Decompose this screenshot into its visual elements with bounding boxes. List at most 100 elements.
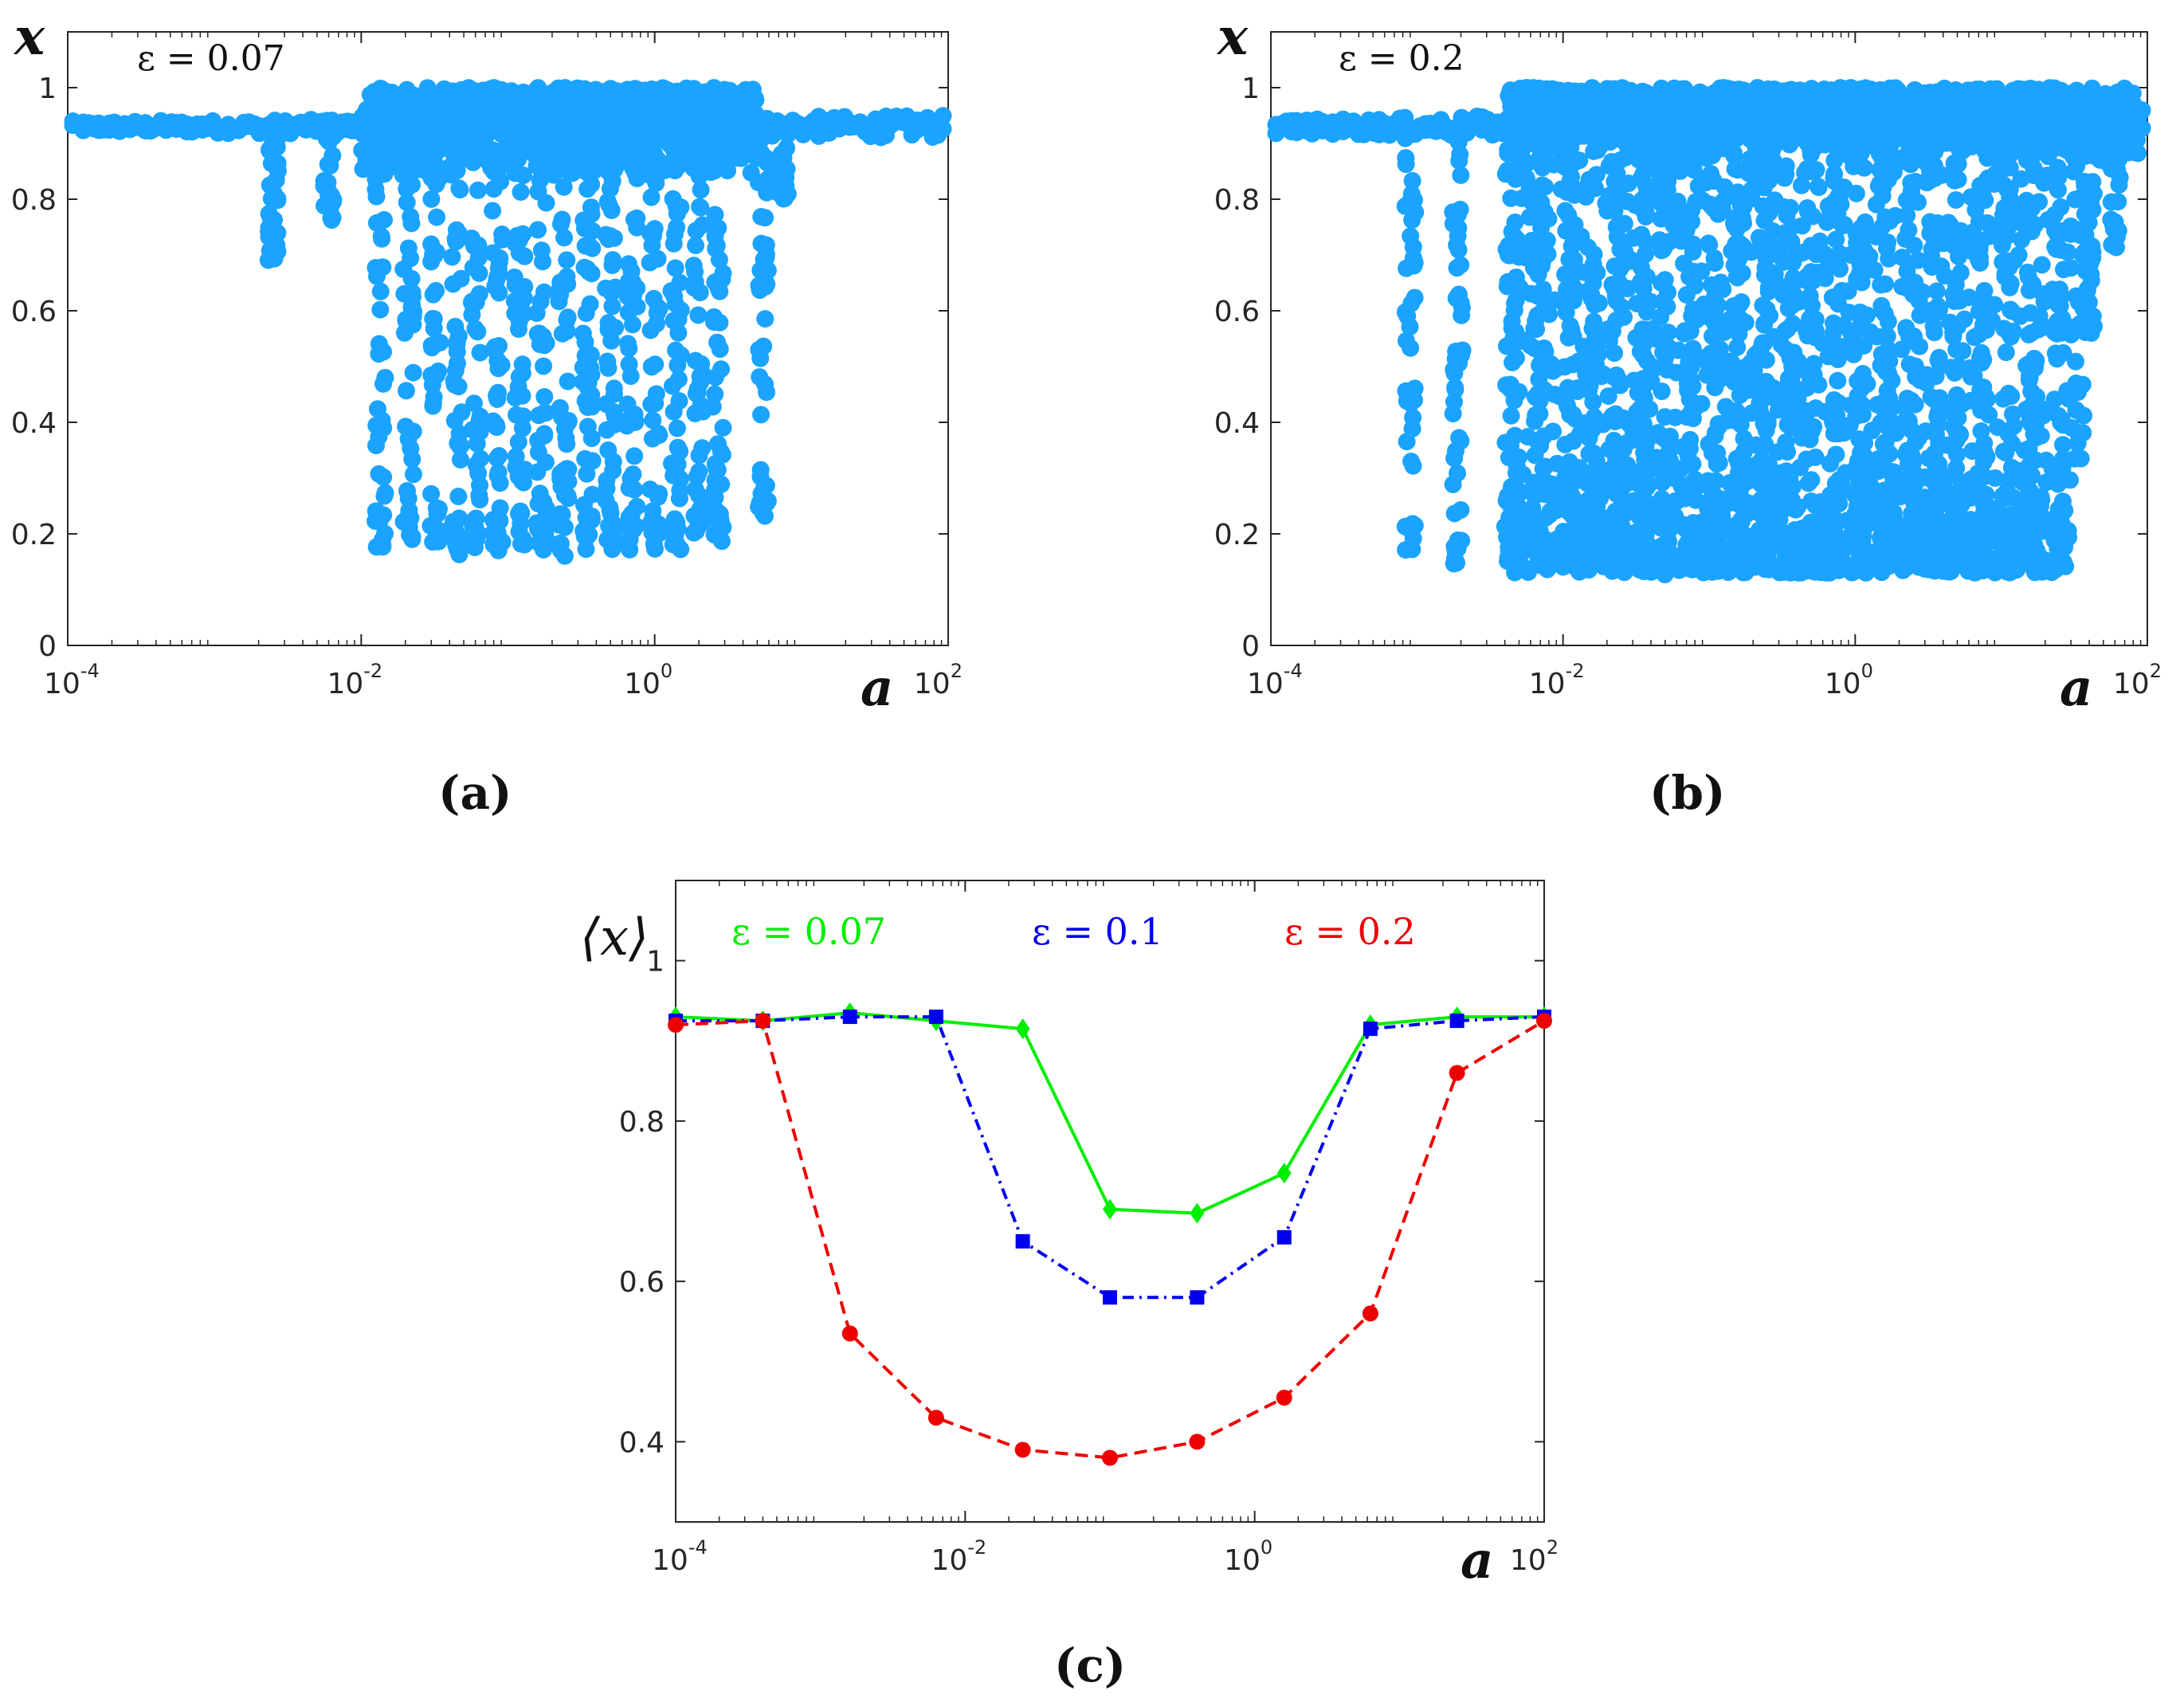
column-point — [645, 220, 664, 238]
column-point — [649, 111, 667, 129]
column-point — [778, 139, 796, 157]
xtick-exponent: 2 — [951, 660, 963, 682]
ytick-label: 0.8 — [11, 184, 57, 217]
column-point — [374, 536, 392, 555]
annotation-a: ε = 0.07 — [137, 38, 285, 79]
column-point — [402, 208, 420, 226]
column-point — [399, 239, 418, 257]
column-point — [666, 100, 684, 119]
column-point — [626, 163, 645, 182]
column-point — [398, 160, 417, 178]
column-point — [491, 499, 509, 517]
column-point — [535, 426, 554, 445]
column-point — [512, 515, 530, 533]
column-point — [646, 394, 665, 413]
column-point — [664, 190, 682, 208]
column-point — [778, 159, 796, 178]
column-point — [689, 306, 708, 324]
column-point — [750, 144, 768, 163]
column-point — [470, 486, 488, 504]
column-point — [403, 450, 422, 469]
column-point — [712, 360, 730, 378]
column-point — [551, 398, 569, 417]
column-point — [685, 507, 704, 525]
column-point — [531, 143, 549, 162]
column-point — [641, 160, 660, 178]
column-point — [374, 375, 392, 393]
xtick-exponent: 2 — [2150, 660, 2162, 682]
column-point — [645, 535, 663, 553]
column-point — [553, 210, 571, 229]
column-point — [558, 435, 576, 453]
column-point — [550, 516, 568, 534]
column-point — [531, 292, 550, 311]
column-point — [772, 120, 790, 139]
column-point — [528, 463, 547, 481]
plot-frame-a — [67, 31, 949, 646]
column-point — [623, 94, 641, 112]
column-point — [769, 183, 787, 202]
column-point — [398, 194, 416, 212]
panel-label-a: (a) — [438, 766, 512, 820]
column-point — [662, 454, 680, 473]
column-point — [451, 450, 469, 469]
column-point — [709, 219, 727, 237]
dense-point — [1782, 132, 1800, 151]
column-point — [599, 441, 618, 460]
xtick-label: 102 — [914, 660, 963, 700]
column-point — [647, 315, 665, 333]
column-point — [601, 499, 619, 517]
column-point — [583, 239, 602, 257]
column-point — [532, 241, 551, 260]
band-point — [934, 107, 952, 125]
ytick-label: 0.4 — [11, 407, 57, 440]
column-point — [368, 400, 386, 418]
column-point — [712, 443, 730, 461]
column-point — [427, 92, 445, 111]
column-point — [443, 82, 461, 100]
column-point — [551, 465, 570, 483]
column-point — [266, 240, 284, 258]
column-point — [603, 100, 621, 118]
column-point — [692, 181, 710, 199]
column-point — [624, 465, 642, 484]
column-point — [559, 372, 577, 390]
xtick-exponent: 0 — [1861, 660, 1873, 682]
column-point — [649, 485, 668, 504]
column-point — [515, 305, 533, 324]
column-point — [576, 449, 594, 468]
column-point — [269, 162, 287, 180]
column-point — [370, 465, 388, 483]
column-point — [509, 112, 527, 131]
column-point — [508, 406, 526, 424]
dense-point — [2126, 143, 2144, 162]
column-point — [582, 107, 601, 125]
column-point — [397, 382, 415, 400]
column-point — [671, 470, 689, 488]
column-point — [529, 182, 547, 201]
column-point — [509, 150, 527, 168]
column-point — [688, 101, 707, 120]
column-point — [555, 130, 573, 148]
column-point — [529, 495, 547, 513]
column-point — [667, 341, 685, 359]
dense-point — [2033, 98, 2052, 116]
column-point — [756, 375, 774, 394]
column-point — [453, 403, 471, 422]
column-point — [493, 533, 512, 551]
column-point — [424, 309, 442, 327]
column-point — [506, 164, 524, 182]
xtick-label: 10-4 — [44, 660, 100, 700]
xtick-exponent: 0 — [661, 660, 672, 682]
column-point — [708, 460, 726, 478]
column-point — [684, 524, 703, 542]
column-point — [551, 285, 570, 304]
column-point — [578, 180, 597, 198]
mid-point — [1544, 422, 1563, 441]
column-point — [449, 148, 467, 167]
column-point — [265, 185, 284, 203]
column-point — [323, 187, 341, 206]
column-point — [751, 261, 770, 280]
column-point — [599, 230, 618, 249]
column-point — [598, 480, 616, 498]
